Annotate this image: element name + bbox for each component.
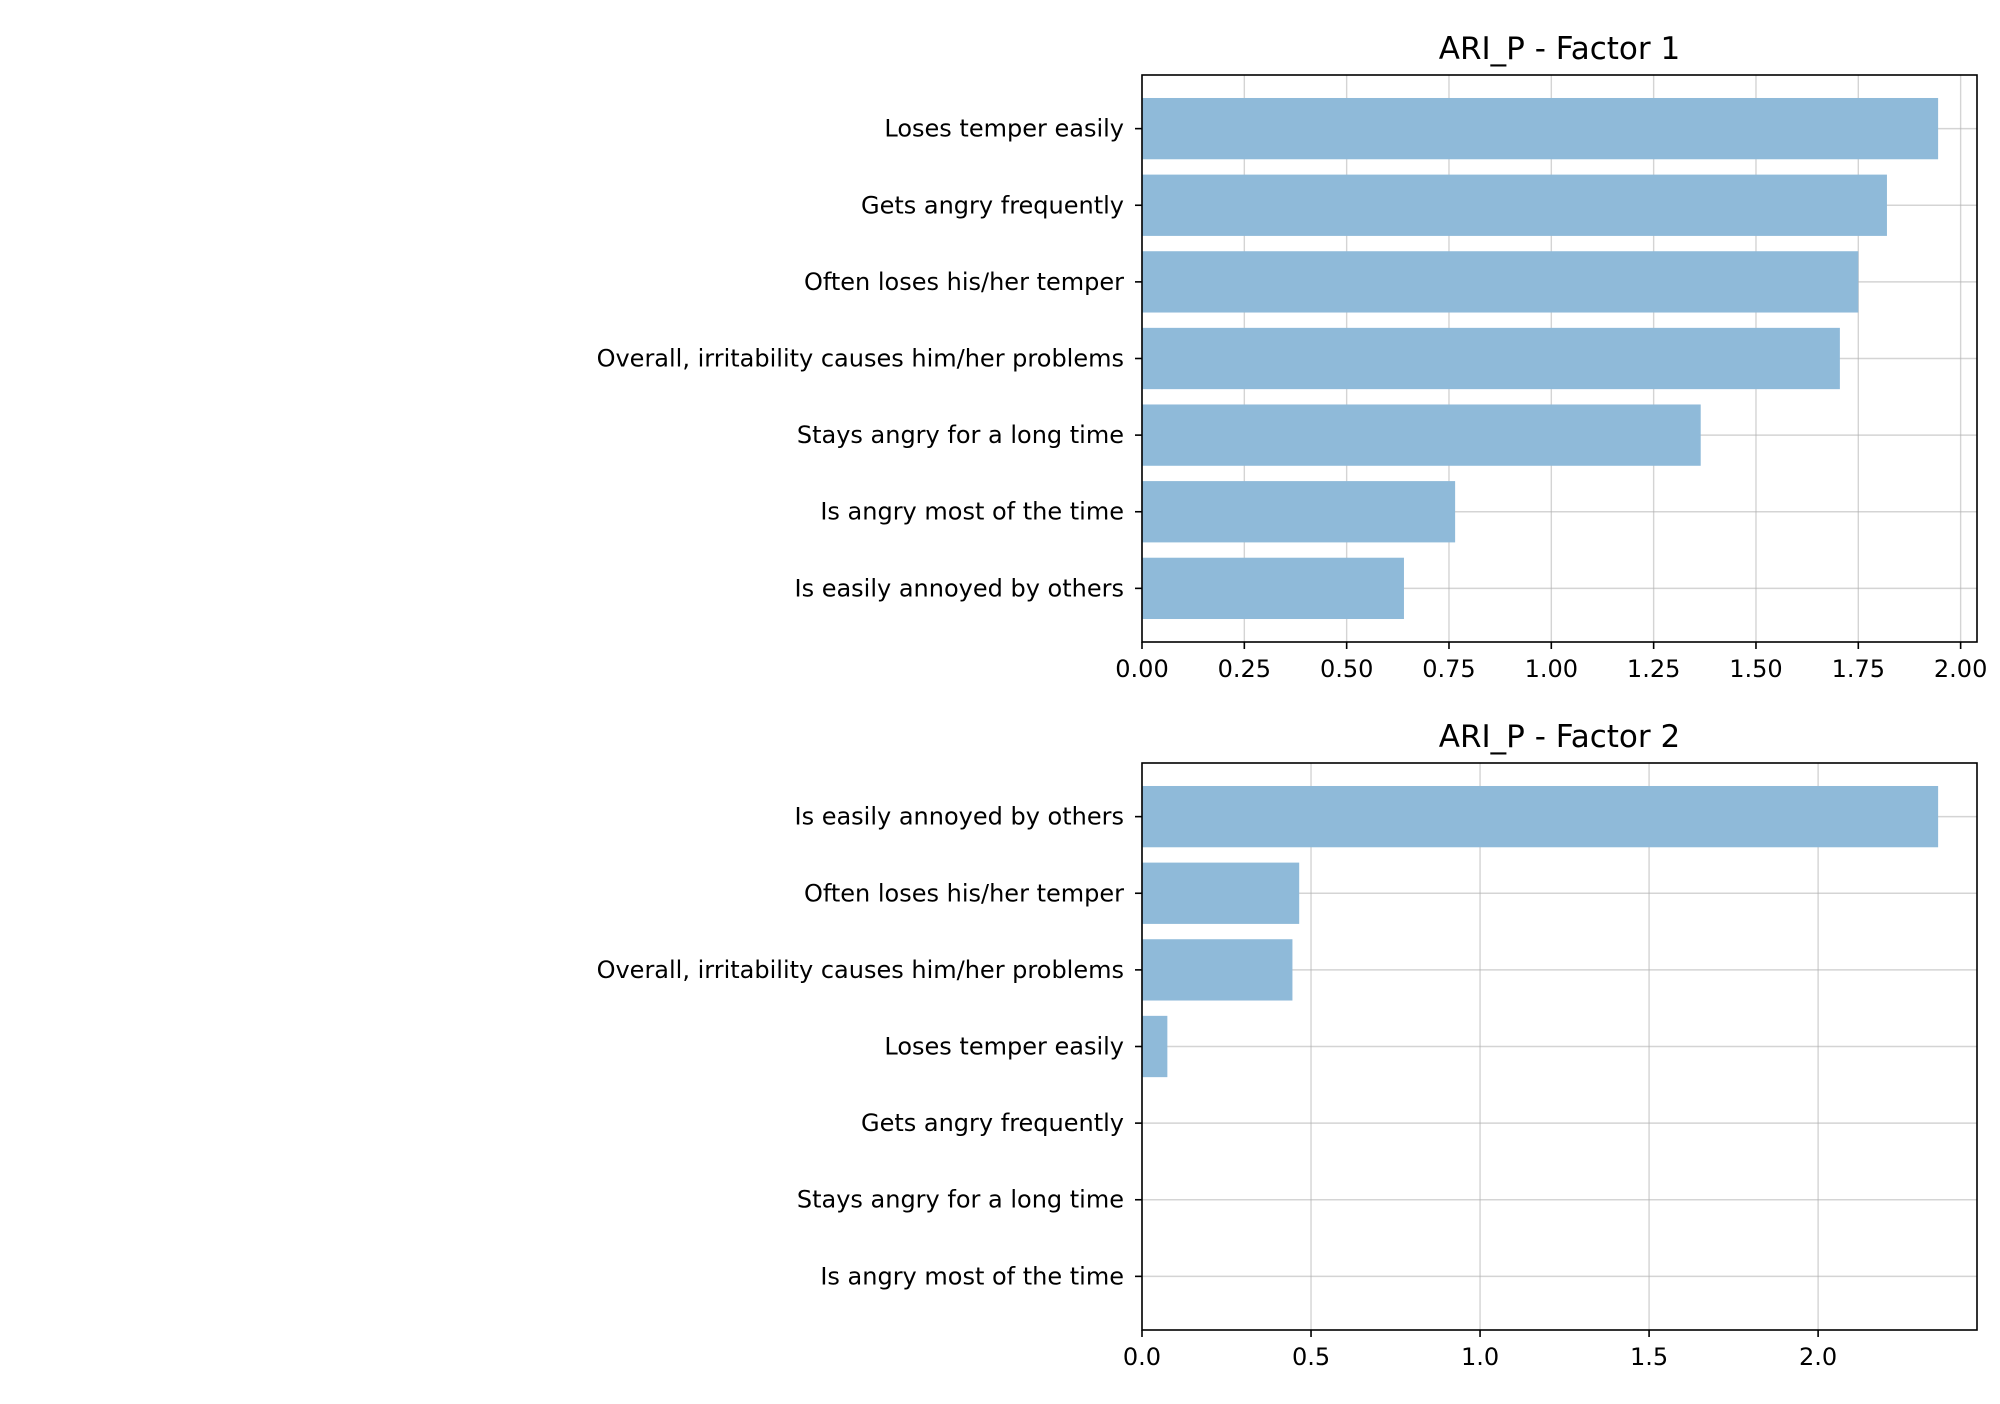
factor1-bar-6	[1142, 557, 1404, 620]
factor1-xtick-label-1: 0.25	[1218, 655, 1271, 683]
factor1-xtick-label-5: 1.25	[1627, 655, 1680, 683]
factor1-bar-0	[1142, 97, 1939, 160]
factor1-title: ARI_P - Factor 1	[1439, 31, 1680, 67]
factor1-category-label-1: Gets angry frequently	[861, 191, 1124, 219]
factor1-xtick-label-6: 1.50	[1729, 655, 1782, 683]
factor2-xtick-label-0: 0.0	[1123, 1343, 1161, 1371]
factor1-category-label-0: Loses temper easily	[884, 115, 1124, 143]
factor1-category-label-2: Often loses his/her temper	[804, 268, 1124, 296]
factor2-category-label-0: Is easily annoyed by others	[794, 803, 1124, 831]
factor1-bar-1	[1142, 174, 1887, 236]
factor2-title: ARI_P - Factor 2	[1439, 719, 1680, 755]
factor2-category-label-4: Gets angry frequently	[861, 1109, 1124, 1137]
factor2-bar-3	[1142, 1015, 1168, 1078]
factor1-bar-5	[1142, 481, 1456, 543]
factor1-bar-3	[1142, 327, 1840, 390]
factor1-category-label-4: Stays angry for a long time	[797, 421, 1124, 449]
factor1-xtick-label-0: 0.00	[1115, 655, 1168, 683]
factor1-category-label-3: Overall, irritability causes him/her pro…	[597, 345, 1124, 373]
factor1-category-label-6: Is easily annoyed by others	[794, 574, 1124, 602]
factor2-category-label-5: Stays angry for a long time	[797, 1186, 1124, 1214]
factor1-bar-4	[1142, 404, 1701, 466]
factor2-chart: Is easily annoyed by others Often loses h…	[597, 719, 1978, 1371]
factor2-category-label-2: Overall, irritability causes him/her pro…	[597, 956, 1124, 984]
factor1-xtick-label-4: 1.00	[1525, 655, 1578, 683]
factor2-xtick-label-1: 0.5	[1292, 1343, 1330, 1371]
factor1-xtick-label-8: 2.00	[1934, 655, 1987, 683]
factor1-xtick-label-7: 1.75	[1832, 655, 1885, 683]
factor2-xtick-label-2: 1.0	[1461, 1343, 1499, 1371]
factor2-category-label-1: Often loses his/her temper	[804, 879, 1124, 907]
factor2-bar-2	[1142, 939, 1293, 1001]
factor1-chart: Loses temper easily Gets angry frequently…	[597, 31, 1988, 683]
factor2-category-label-6: Is angry most of the time	[820, 1262, 1124, 1290]
factor1-xtick-label-2: 0.50	[1320, 655, 1373, 683]
factor1-bar-2	[1142, 251, 1859, 313]
factor2-bar-0	[1142, 785, 1939, 848]
factor2-xtick-label-3: 1.5	[1630, 1343, 1668, 1371]
factor2-bar-1	[1142, 862, 1300, 924]
factor2-xtick-label-4: 2.0	[1799, 1343, 1837, 1371]
factor2-category-label-3: Loses temper easily	[884, 1033, 1124, 1061]
factor1-category-label-5: Is angry most of the time	[820, 498, 1124, 526]
factor1-xtick-label-3: 0.75	[1422, 655, 1475, 683]
